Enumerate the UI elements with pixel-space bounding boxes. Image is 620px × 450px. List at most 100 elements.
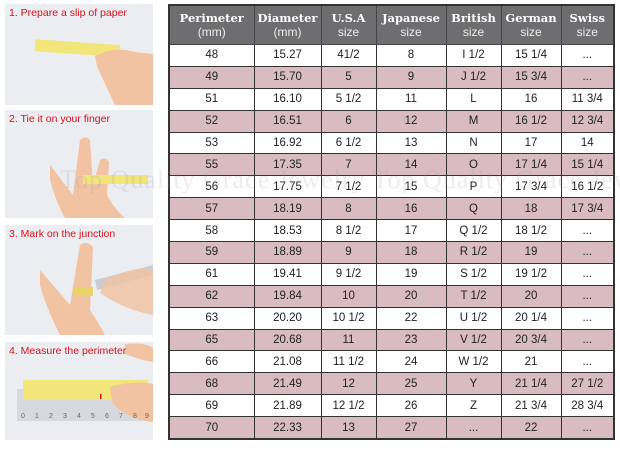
table-cell: 16.92 [253,131,322,155]
table-row: 51 16.10 5 1/2 11 L 16 11 3/4 [168,87,615,111]
header-unit: size [576,25,598,39]
table-cell: 14 [375,153,447,177]
table-cell: 11 1/2 [320,350,377,374]
table-cell: 21.89 [253,394,322,418]
header-title: U.S.A [331,11,366,25]
table-cell: R 1/2 [445,241,502,264]
table-row: 70 22.33 13 27... 22... [168,416,615,440]
table-cell: 18.19 [253,197,322,221]
table-cell: 51 [168,87,255,111]
paper-slip-hand-illustration [34,39,153,105]
table-cell: 14 [560,131,615,155]
column-header: German size [500,4,562,45]
step-3-panel: 3. Mark on the junction [5,225,153,335]
table-cell: Q [445,197,502,221]
table-cell: 5 [320,65,377,89]
table-cell: 15.27 [253,44,322,67]
step-label: 3. Mark on the junction [9,228,116,240]
table-row: 68 21.49 12 25 Y 21 1/4 27 1/2 [168,372,615,396]
table-cell: 48 [168,44,255,67]
table-cell: 41/2 [320,44,377,67]
table-cell: 27 1/2 [560,372,615,396]
table-cell: Y [445,372,502,396]
header-unit: (mm) [273,25,302,39]
table-cell: 16 1/2 [560,175,615,199]
table-cell: 17 [500,131,562,155]
table-cell: 17 3/4 [500,175,562,199]
table-cell: 49 [168,65,255,89]
ruler-illustration: 0 1 2 3 4 5 6 7 8 9 [17,343,153,422]
table-row: 56 17.75 7 1/2 15 P 17 3/4 16 1/2 [168,175,615,199]
step-4-panel: 0 1 2 3 4 5 6 7 8 9 4. Measure the perim… [5,342,153,440]
table-cell: 6 [320,109,377,133]
table-cell: ... [560,416,615,440]
header-title: Swiss [569,11,606,25]
table-cell: 11 3/4 [560,87,615,111]
table-cell: 20 3/4 [500,328,562,352]
table-cell: 13 [320,416,377,440]
table-cell: 20 1/4 [500,306,562,330]
table-cell: 22 [375,306,447,330]
table-cell: T 1/2 [445,284,502,308]
table-cell: 70 [168,416,255,440]
table-cell: 20 [500,284,562,308]
table-cell: 5 1/2 [320,87,377,111]
table-cell: 62 [168,284,255,308]
table-cell: 23 [375,328,447,352]
table-cell: 52 [168,109,255,133]
ruler-tick: 4 [77,413,81,420]
table-row: 61 19.41 9 1/2 19 S 1/2 19 1/2... [168,262,615,286]
table-cell: 20.68 [253,328,322,352]
step-label: 4. Measure the perimeter [9,345,127,357]
header-unit: size [337,25,360,39]
table-cell: P [445,175,502,199]
ruler-tick: 9 [145,413,149,420]
table-cell: 16 [375,197,447,221]
table-cell: 19.84 [253,284,322,308]
table-cell: 21 1/4 [500,372,562,396]
table-cell: 13 [375,131,447,155]
table-cell: 15 [375,175,447,199]
table-cell: ... [560,350,615,374]
header-title: Diameter [257,11,318,25]
table-cell: ... [560,241,615,264]
table-cell: ... [560,284,615,308]
header-title: Japanese [382,11,440,25]
table-cell: 9 1/2 [320,262,377,286]
table-cell: ... [560,219,615,243]
table-cell: 63 [168,306,255,330]
table-row: 53 16.92 6 1/2 13 N 17 14 [168,131,615,155]
table-cell: 18.53 [253,219,322,243]
table-cell: 11 [375,87,447,111]
ruler-tick: 7 [119,413,123,420]
table-cell: 12 [320,372,377,396]
ruler-tick: 1 [35,413,39,420]
table-cell: 16 1/2 [500,109,562,133]
table-cell: ... [445,416,502,440]
svg-text:0 1 2 3: 0 1 2 3 4 5 6 7 8 9 [21,413,149,420]
table-cell: 6 1/2 [320,131,377,155]
ring-size-table: Perimeter (mm) Diameter (mm) U.S.A size Japane… [168,4,615,441]
table-cell: 17.75 [253,175,322,199]
table-cell: 26 [375,394,447,418]
table-row: 58 18.53 8 1/2 17 Q 1/2 18 1/2... [168,219,615,243]
table-row: 49 15.70 5 9 J 1/2 15 3/4... [168,65,615,89]
column-header: Japanese size [375,4,447,45]
table-cell: 21 3/4 [500,394,562,418]
table-cell: 8 1/2 [320,219,377,243]
table-cell: 68 [168,372,255,396]
table-cell: 69 [168,394,255,418]
table-cell: ... [560,306,615,330]
table-cell: 20 [375,284,447,308]
table-cell: N [445,131,502,155]
table-cell: 53 [168,131,255,155]
table-cell: 18 [375,241,447,264]
column-header: Diameter (mm) [253,4,322,45]
table-cell: 18 [500,197,562,221]
header-unit: size [520,25,542,39]
table-cell: 10 1/2 [320,306,377,330]
table-cell: 7 1/2 [320,175,377,199]
header-row: Perimeter (mm) Diameter (mm) U.S.A size Japane… [168,4,615,45]
ruler-tick: 2 [49,413,53,420]
mark-junction-illustration [40,242,153,335]
